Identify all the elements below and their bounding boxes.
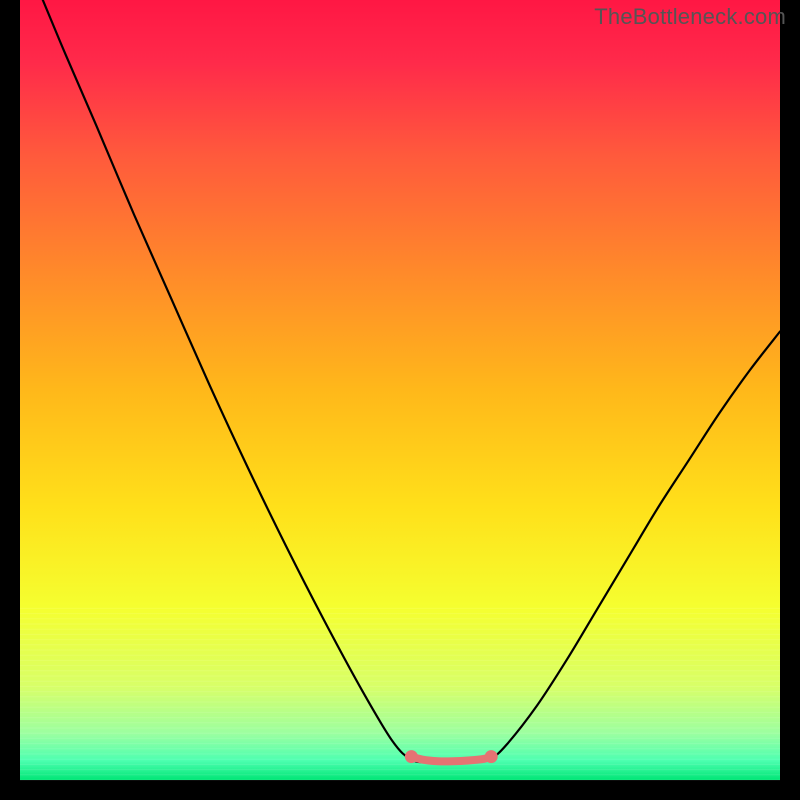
- chart-container: TheBottleneck.com: [0, 0, 800, 800]
- highlight-start-dot: [405, 750, 418, 763]
- optimal-range-highlight: [411, 757, 491, 762]
- bottleneck-chart: [0, 0, 800, 800]
- highlight-end-dot: [485, 750, 498, 763]
- watermark-label: TheBottleneck.com: [594, 4, 786, 30]
